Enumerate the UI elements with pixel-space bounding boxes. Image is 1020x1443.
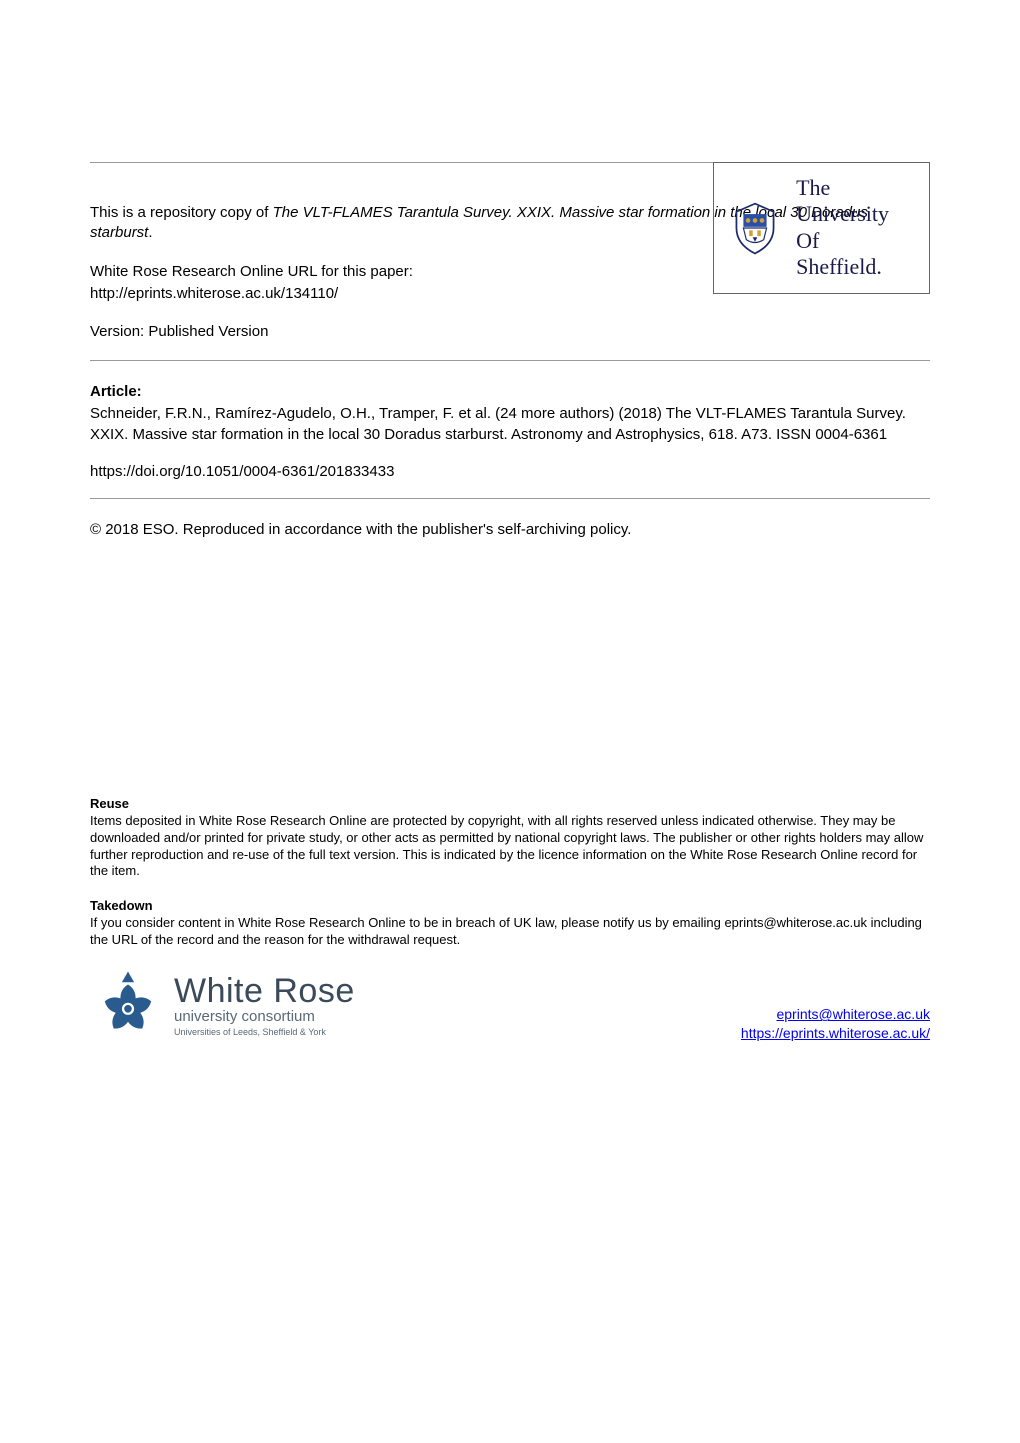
intro-prefix: This is a repository copy of	[90, 204, 273, 221]
takedown-heading: Takedown	[90, 898, 930, 913]
article-citation: Schneider, F.R.N., Ramírez-Agudelo, O.H.…	[90, 404, 930, 445]
logo-line-3: Of	[796, 228, 889, 254]
version-label: Version: Published Version	[90, 322, 930, 342]
university-logo-box: The University Of Sheffield.	[713, 162, 930, 294]
article-divider-bottom	[90, 498, 930, 499]
whiterose-subtitle: university consortium	[174, 1008, 355, 1025]
whiterose-rose-icon	[90, 967, 166, 1043]
university-name: The University Of Sheffield.	[796, 175, 889, 281]
contact-block: eprints@whiterose.ac.uk https://eprints.…	[741, 1005, 930, 1043]
logo-line-4: Sheffield.	[796, 254, 889, 280]
article-divider-top	[90, 360, 930, 361]
whiterose-text-block: White Rose university consortium Univers…	[174, 974, 355, 1037]
reuse-heading: Reuse	[90, 796, 930, 811]
footer-region: White Rose university consortium Univers…	[90, 967, 930, 1043]
contact-email-link[interactable]: eprints@whiterose.ac.uk	[776, 1006, 930, 1022]
intro-suffix: .	[148, 224, 152, 241]
copyright-notice: © 2018 ESO. Reproduced in accordance wit…	[90, 521, 930, 538]
logo-line-2: University	[796, 201, 889, 227]
article-heading: Article:	[90, 383, 930, 400]
whiterose-universities: Universities of Leeds, Sheffield & York	[174, 1027, 355, 1037]
whiterose-title: White Rose	[174, 974, 355, 1008]
whiterose-logo-block: White Rose university consortium Univers…	[90, 967, 355, 1043]
contact-url-link[interactable]: https://eprints.whiterose.ac.uk/	[741, 1025, 930, 1041]
logo-line-1: The	[796, 175, 889, 201]
header-region: The University Of Sheffield.	[90, 162, 930, 163]
article-doi: https://doi.org/10.1051/0004-6361/201833…	[90, 463, 930, 480]
sheffield-crest-icon	[726, 199, 784, 257]
takedown-body: If you consider content in White Rose Re…	[90, 915, 930, 949]
vertical-spacer	[90, 556, 930, 796]
reuse-body: Items deposited in White Rose Research O…	[90, 813, 930, 881]
page-container: The University Of Sheffield. This is a r…	[0, 0, 1020, 1443]
